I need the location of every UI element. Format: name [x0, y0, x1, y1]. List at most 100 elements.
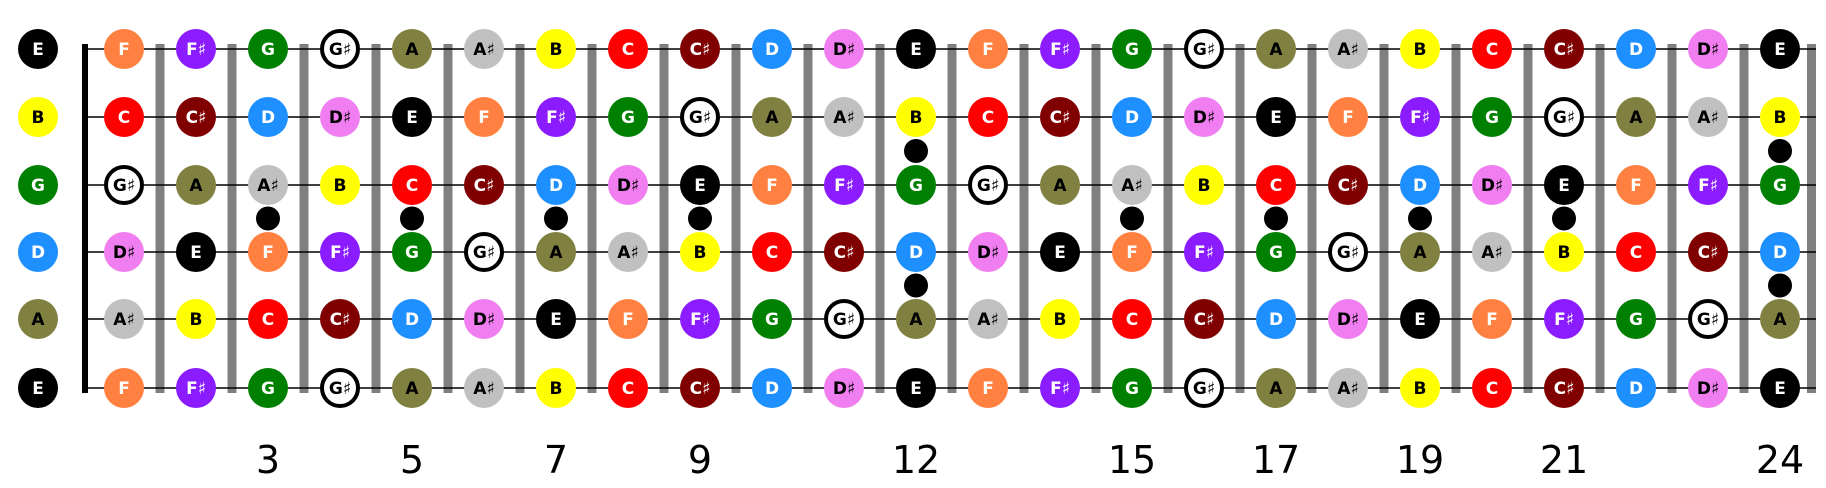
fret-wire [515, 44, 525, 393]
note-label: F♯ [186, 40, 206, 60]
note-marker: G [896, 165, 936, 205]
note-label: G [261, 40, 275, 60]
note-label: B [1414, 40, 1427, 60]
note-circle [1256, 368, 1296, 408]
note-circle [1256, 299, 1296, 339]
note-marker: A♯ [464, 368, 504, 408]
note-circle [896, 368, 936, 408]
note-label: G [405, 243, 419, 263]
note-label: F [262, 243, 274, 263]
fret-wire [1091, 44, 1101, 393]
note-marker: A [18, 299, 58, 339]
note-circle [1040, 97, 1080, 137]
note-marker: E [1544, 165, 1584, 205]
note-label: A [1053, 176, 1067, 196]
note-circle [896, 299, 936, 339]
note-label: G [1125, 40, 1139, 60]
note-circle [464, 29, 504, 69]
note-marker: E [18, 29, 58, 69]
note-label: G [621, 108, 635, 128]
note-circle [680, 299, 720, 339]
note-label: G♯ [113, 176, 135, 196]
note-circle [176, 299, 216, 339]
note-marker: F♯ [1400, 97, 1440, 137]
note-circle [752, 368, 792, 408]
fret-number-label: 24 [1756, 438, 1804, 482]
note-circle [1688, 97, 1728, 137]
note-marker: A♯ [968, 299, 1008, 339]
note-label: G [31, 176, 45, 196]
note-label: F♯ [690, 310, 710, 330]
note-circle [1760, 165, 1800, 205]
note-marker: G [1112, 29, 1152, 69]
note-label: F [1630, 176, 1642, 196]
note-label: C [406, 176, 418, 196]
note-marker: B [18, 97, 58, 137]
note-label: D [1629, 40, 1643, 60]
note-circle [392, 232, 432, 272]
note-marker: G♯ [464, 232, 504, 272]
note-label: C♯ [1338, 176, 1359, 196]
note-label: G [1125, 379, 1139, 399]
note-marker: C♯ [176, 97, 216, 137]
note-marker: A♯ [1688, 97, 1728, 137]
note-marker: E [1256, 97, 1296, 137]
note-circle [1328, 232, 1368, 272]
note-marker: D♯ [104, 232, 144, 272]
note-marker: B [680, 232, 720, 272]
note-label: G♯ [1337, 243, 1359, 263]
note-label: D♯ [473, 310, 495, 330]
note-label: C♯ [834, 243, 855, 263]
note-marker: C♯ [1040, 97, 1080, 137]
note-circle [968, 29, 1008, 69]
note-marker: F [1616, 165, 1656, 205]
note-circle [392, 97, 432, 137]
note-marker: E [536, 299, 576, 339]
note-circle [680, 368, 720, 408]
fret-wire [1595, 44, 1605, 393]
note-label: D♯ [977, 243, 999, 263]
note-label: A♯ [473, 379, 494, 399]
note-marker: D [536, 165, 576, 205]
note-marker: E [680, 165, 720, 205]
note-marker: F♯ [1544, 299, 1584, 339]
note-label: F [118, 40, 130, 60]
note-marker: A♯ [608, 232, 648, 272]
note-marker: D [1616, 29, 1656, 69]
note-marker: G♯ [320, 29, 360, 69]
note-circle [608, 299, 648, 339]
note-label: A♯ [1337, 40, 1358, 60]
note-label: E [1558, 176, 1570, 196]
note-circle [18, 165, 58, 205]
note-label: A [765, 108, 779, 128]
fret-wire [1451, 44, 1461, 393]
note-label: E [32, 40, 44, 60]
note-marker: C♯ [1328, 165, 1368, 205]
note-label: D♯ [833, 379, 855, 399]
fret-marker-dot [1408, 206, 1432, 231]
fret-number-label: 19 [1396, 438, 1444, 482]
note-label: G [1629, 310, 1643, 330]
note-label: G♯ [1553, 108, 1575, 128]
note-marker: B [176, 299, 216, 339]
fret-wire [1667, 44, 1677, 393]
note-label: D [405, 310, 419, 330]
note-label: E [190, 243, 202, 263]
note-label: C [1630, 243, 1642, 263]
note-circle [176, 368, 216, 408]
note-circle [1112, 97, 1152, 137]
note-marker: G♯ [680, 97, 720, 137]
note-marker: C♯ [1544, 368, 1584, 408]
note-circle [1328, 29, 1368, 69]
note-circle [824, 97, 864, 137]
note-circle [896, 97, 936, 137]
note-circle [464, 368, 504, 408]
note-marker: G♯ [1688, 299, 1728, 339]
note-label: D♯ [1697, 40, 1719, 60]
note-marker: E [18, 368, 58, 408]
note-label: G [1485, 108, 1499, 128]
note-marker: B [1184, 165, 1224, 205]
note-circle [536, 299, 576, 339]
note-circle [1112, 29, 1152, 69]
note-label: G♯ [329, 40, 351, 60]
